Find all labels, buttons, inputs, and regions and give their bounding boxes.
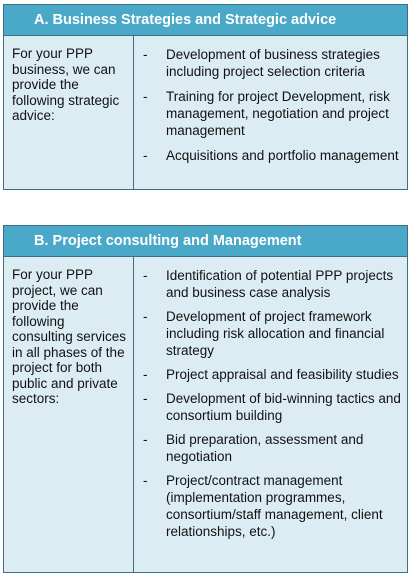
- list-item-text: Development of business strategies inclu…: [166, 47, 380, 79]
- list-item: - Development of business strategies incl…: [134, 46, 403, 80]
- list-item-text: Project/contract management (implementat…: [166, 473, 383, 539]
- list-item-text: Training for project Development, risk m…: [166, 89, 390, 138]
- list-item-text: Acquisitions and portfolio management: [166, 148, 399, 163]
- section-a-list: - Development of business strategies incl…: [134, 46, 403, 164]
- dash-bullet: -: [143, 367, 148, 382]
- section-a-intro: For your PPP business, we can provide th…: [4, 36, 134, 189]
- list-item: - Development of project framework includ…: [134, 308, 403, 359]
- section-b-body: For your PPP project, we can provide the…: [4, 257, 407, 572]
- section-b-list: - Identification of potential PPP project…: [134, 267, 403, 540]
- dash-bullet: -: [143, 148, 148, 163]
- dash-bullet: -: [143, 432, 148, 447]
- dash-bullet: -: [143, 268, 148, 283]
- list-item-text: Development of project framework includi…: [166, 309, 385, 358]
- list-item-text: Bid preparation, assessment and negotiat…: [166, 432, 364, 464]
- dash-bullet: -: [143, 47, 148, 62]
- list-item-text: Identification of potential PPP projects…: [166, 268, 394, 300]
- section-a-list-container: - Development of business strategies incl…: [134, 36, 407, 189]
- list-item: - Training for project Development, risk …: [134, 88, 403, 139]
- section-business-strategies: A. Business Strategies and Strategic adv…: [3, 4, 408, 190]
- dash-bullet: -: [143, 309, 148, 324]
- list-item: - Project appraisal and feasibility studi…: [134, 366, 403, 383]
- dash-bullet: -: [143, 89, 148, 104]
- section-a-body: For your PPP business, we can provide th…: [4, 36, 407, 189]
- list-item: - Development of bid-winning tactics and …: [134, 390, 403, 424]
- section-b-intro: For your PPP project, we can provide the…: [4, 257, 134, 572]
- dash-bullet: -: [143, 391, 148, 406]
- section-b-title: B. Project consulting and Management: [4, 226, 407, 257]
- dash-bullet: -: [143, 473, 148, 488]
- list-item: - Bid preparation, assessment and negotia…: [134, 431, 403, 465]
- list-item: - Identification of potential PPP project…: [134, 267, 403, 301]
- section-project-consulting: B. Project consulting and Management For…: [3, 225, 408, 573]
- list-item-text: Project appraisal and feasibility studie…: [166, 367, 399, 382]
- section-b-list-container: - Identification of potential PPP project…: [134, 257, 407, 572]
- section-a-title: A. Business Strategies and Strategic adv…: [4, 5, 407, 36]
- list-item: - Project/contract management (implementa…: [134, 472, 403, 540]
- list-item-text: Development of bid-winning tactics and c…: [166, 391, 401, 423]
- list-item: - Acquisitions and portfolio management: [134, 147, 403, 164]
